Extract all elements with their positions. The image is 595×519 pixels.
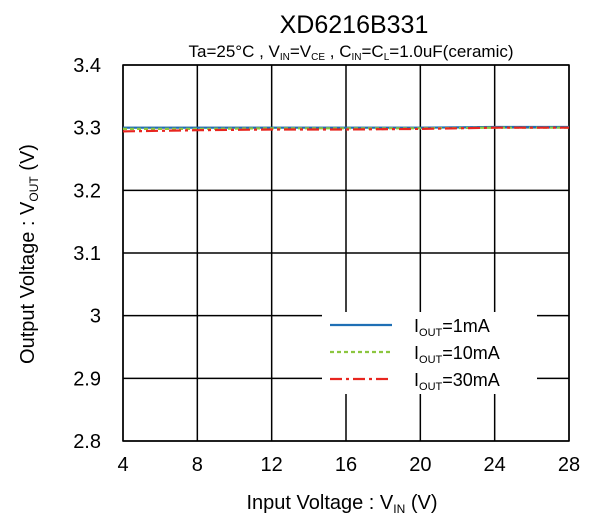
x-tick-label: 20 (409, 454, 431, 476)
y-tick-label: 3.3 (73, 118, 101, 140)
y-tick-label: 2.8 (73, 431, 101, 453)
x-axis-label: Input Voltage : VIN (V) (246, 492, 437, 516)
legend-label: IOUT=10mA (414, 343, 500, 366)
x-tick-label: 4 (117, 454, 128, 476)
x-tick-label: 12 (261, 454, 283, 476)
y-tick-label: 2.9 (73, 368, 101, 390)
legend-label: IOUT=30mA (414, 370, 500, 393)
y-tick-label: 3 (90, 306, 101, 328)
chart-subtitle: Ta=25°C , VIN=VCE , CIN=CL=1.0uF(ceramic… (188, 42, 513, 63)
series-line-30ma (122, 126, 569, 133)
x-tick-label: 24 (484, 454, 506, 476)
x-tick-label: 28 (558, 454, 580, 476)
y-axis-label: Output Voltage : VOUT (V) (17, 144, 41, 364)
x-tick-label: 8 (192, 454, 203, 476)
data-series (122, 125, 569, 133)
y-tick-label: 3.2 (73, 180, 101, 202)
y-tick-labels: 2.8 2.9 3 3.1 3.2 3.3 3.4 (73, 55, 101, 453)
x-tick-labels: 4 8 12 16 20 24 28 (117, 454, 580, 476)
y-tick-label: 3.4 (73, 55, 101, 77)
x-tick-label: 16 (335, 454, 357, 476)
legend: IOUT=1mA IOUT=10mA IOUT=30mA (322, 312, 537, 394)
legend-label: IOUT=1mA (414, 316, 490, 339)
y-tick-label: 3.1 (73, 243, 101, 265)
chart-title: XD6216B331 (280, 11, 429, 39)
